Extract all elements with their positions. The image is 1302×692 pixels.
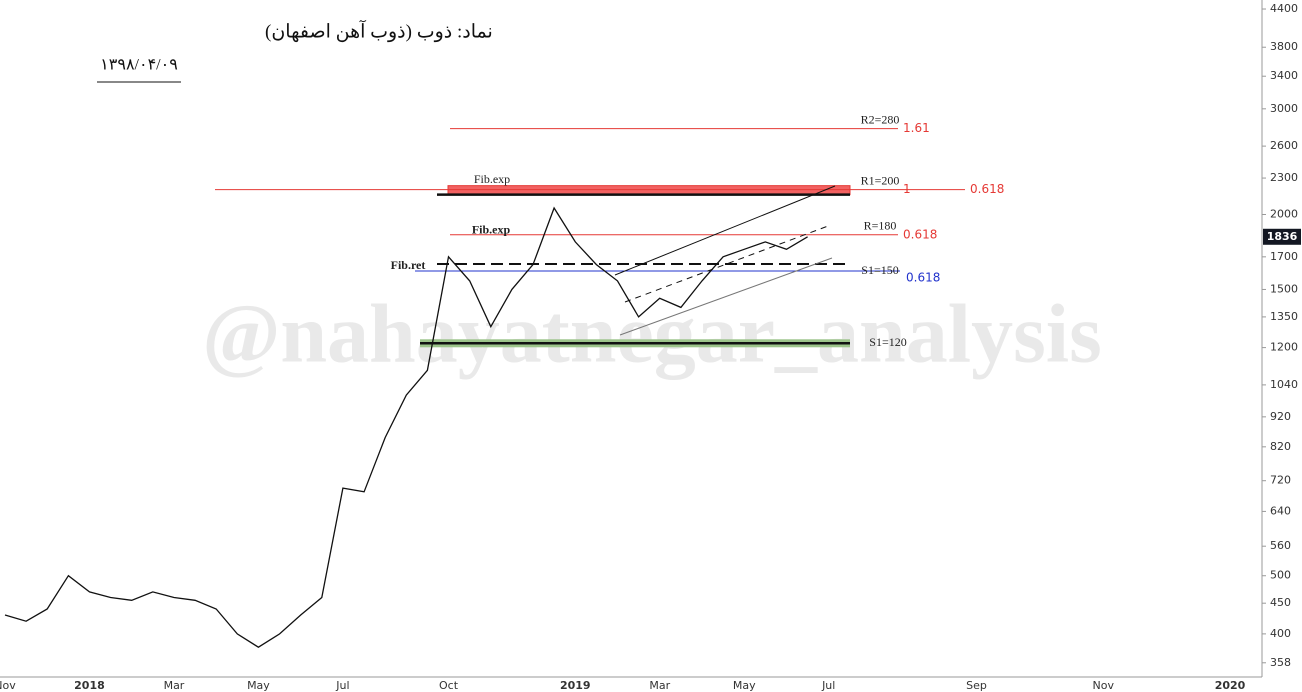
level-label: S1=120 xyxy=(869,335,906,349)
y-tick-label: 3400 xyxy=(1270,69,1298,82)
level-label: R1=200 xyxy=(861,173,900,187)
y-tick-label: 1350 xyxy=(1270,310,1298,323)
x-tick-label: Mar xyxy=(164,679,185,692)
level-ratio: 0.618 xyxy=(903,227,937,241)
y-tick-label: 1700 xyxy=(1270,250,1298,263)
x-tick-label: 2019 xyxy=(560,679,591,692)
level-ratio: 1 xyxy=(903,182,911,196)
level-ratio: 0.618 xyxy=(906,271,940,285)
x-tick-label: 2018 xyxy=(74,679,105,692)
x-tick-label: Jul xyxy=(821,679,835,692)
y-tick-label: 640 xyxy=(1270,504,1291,517)
y-tick-label: 560 xyxy=(1270,539,1291,552)
level-ratio: 0.618 xyxy=(970,182,1004,196)
channel-lower xyxy=(619,257,833,336)
watermark: @nahayatnegar_analysis xyxy=(202,287,1102,380)
y-tick-label: 3800 xyxy=(1270,40,1298,53)
y-tick-label: 1200 xyxy=(1270,341,1298,354)
y-tick-label: 2300 xyxy=(1270,171,1298,184)
chart-title: نماد: ذوب (ذوب آهن اصفهان) xyxy=(265,19,493,42)
y-tick-label: 920 xyxy=(1270,410,1291,423)
y-tick-label: 2000 xyxy=(1270,207,1298,220)
y-tick-label: 720 xyxy=(1270,474,1291,487)
level-label: R2=280 xyxy=(861,112,900,126)
y-tick-label: 820 xyxy=(1270,440,1291,453)
chart-subtitle: ۱۳۹۸/۰۴/۰۹ xyxy=(100,57,178,74)
x-tick-label: Jul xyxy=(335,679,349,692)
level-ratio: 1.61 xyxy=(903,121,930,135)
x-tick-label: May xyxy=(247,679,270,692)
annotation: Fib.exp xyxy=(472,222,511,236)
y-tick-label: 1040 xyxy=(1270,378,1298,391)
y-tick-label: 500 xyxy=(1270,569,1291,582)
annotation: Fib.exp xyxy=(474,172,510,186)
x-tick-label: Nov xyxy=(0,679,16,692)
x-tick-label: Sep xyxy=(966,679,987,692)
y-tick-label: 358 xyxy=(1270,656,1291,669)
x-tick-label: Mar xyxy=(649,679,670,692)
x-tick-label: Nov xyxy=(1093,679,1115,692)
y-tick-label: 450 xyxy=(1270,596,1291,609)
y-tick-label: 1500 xyxy=(1270,282,1298,295)
channel-upper xyxy=(614,185,836,276)
level-label: S1=150 xyxy=(861,263,898,277)
price-line xyxy=(4,206,808,648)
y-tick-label: 400 xyxy=(1270,627,1291,640)
y-tick-label: 4400 xyxy=(1270,2,1298,15)
x-tick-label: 2020 xyxy=(1215,679,1246,692)
level-label: R=180 xyxy=(864,219,897,233)
x-tick-label: May xyxy=(733,679,756,692)
last-price-label: 1836 xyxy=(1267,230,1298,243)
y-tick-label: 2600 xyxy=(1270,139,1298,152)
y-tick-label: 3000 xyxy=(1270,102,1298,115)
last-price-box xyxy=(1263,228,1301,245)
annotation: Fib.ret xyxy=(391,258,426,272)
x-tick-label: Oct xyxy=(439,679,459,692)
channel-mid xyxy=(624,225,829,303)
